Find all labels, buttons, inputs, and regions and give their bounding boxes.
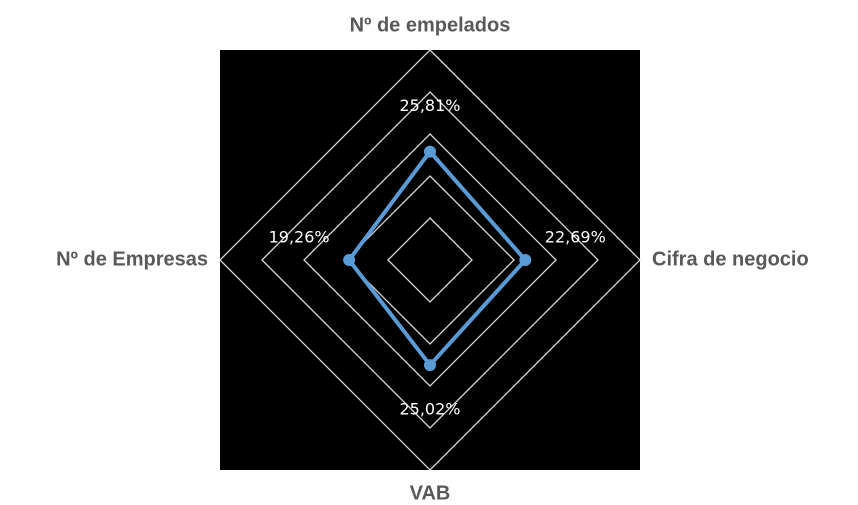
category-label: Cifra de negocio xyxy=(652,248,809,270)
grid-ring xyxy=(303,133,557,387)
grid-ring xyxy=(387,217,473,303)
grid-ring xyxy=(345,175,515,345)
series-marker xyxy=(519,254,532,266)
category-label: Nº de empelados xyxy=(350,14,511,36)
category-label: VAB xyxy=(410,482,451,504)
data-label: 19,26% xyxy=(269,228,330,247)
series-marker xyxy=(424,359,436,372)
series-marker xyxy=(424,145,436,158)
grid-ring xyxy=(219,49,641,471)
plot-background xyxy=(220,50,640,470)
data-label: 25,02% xyxy=(399,400,460,419)
data-label: 25,81% xyxy=(399,96,460,115)
category-label: Nº de Empresas xyxy=(56,248,208,270)
data-label: 22,69% xyxy=(545,228,606,247)
series-marker xyxy=(343,254,356,266)
grid-ring xyxy=(261,91,599,429)
